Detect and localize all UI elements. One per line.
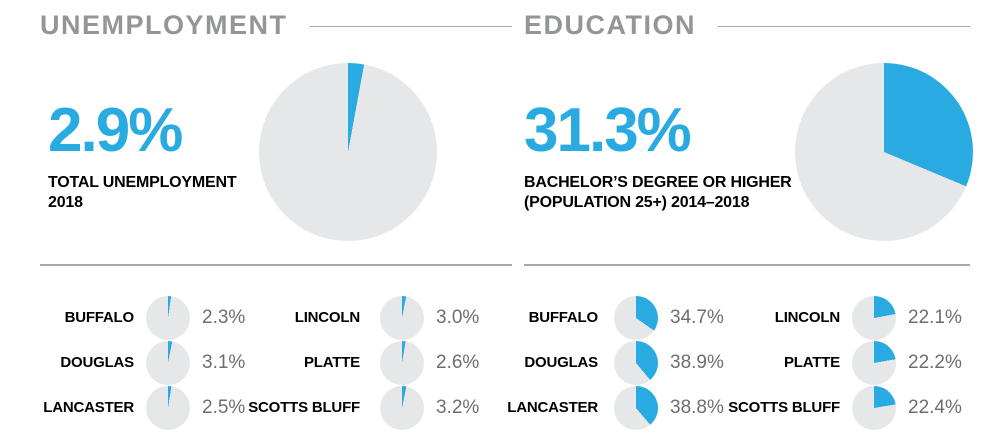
county-mini-pie-chart bbox=[852, 386, 896, 430]
county-mini-pie-chart bbox=[380, 386, 424, 430]
unemployment-main-pie-chart bbox=[259, 63, 437, 241]
county-row-platte: PLATTE 22.2% bbox=[524, 341, 970, 385]
county-row-platte: PLATTE 2.6% bbox=[40, 341, 512, 385]
county-mini-pie-chart bbox=[614, 296, 658, 340]
section-education: EDUCATION 31.3% BACHELOR’S DEGREE OR HIG… bbox=[507, 0, 973, 445]
county-label: LINCOLN bbox=[774, 309, 840, 326]
county-label: SCOTTS BLUFF bbox=[728, 399, 840, 416]
section-title: EDUCATION bbox=[524, 10, 696, 40]
county-label: DOUGLAS bbox=[524, 354, 598, 371]
county-row-buffalo: BUFFALO 34.7% bbox=[524, 296, 970, 340]
county-mini-pie-chart bbox=[614, 341, 658, 385]
county-value: 22.2% bbox=[908, 352, 962, 373]
county-value: 38.9% bbox=[670, 352, 724, 373]
county-value: 3.0% bbox=[436, 307, 480, 328]
section-title: UNEMPLOYMENT bbox=[40, 10, 288, 40]
county-mini-pie-chart bbox=[614, 386, 658, 430]
header-rule bbox=[309, 25, 512, 28]
stat-value: 31.3% bbox=[524, 96, 692, 165]
county-label: SCOTTS BLUFF bbox=[248, 399, 360, 416]
header-rule bbox=[718, 25, 970, 28]
stat-caption-line2: 2018 bbox=[48, 194, 83, 211]
section-divider bbox=[40, 264, 512, 266]
section-unemployment: UNEMPLOYMENT 2.9% TOTAL UNEMPLOYMENT 201… bbox=[40, 0, 512, 445]
county-mini-pie-chart bbox=[852, 296, 896, 340]
county-row-douglas: DOUGLAS 38.9% bbox=[524, 341, 970, 385]
county-value: 2.6% bbox=[436, 352, 480, 373]
county-label: LINCOLN bbox=[294, 309, 360, 326]
county-label: PLATTE bbox=[783, 354, 840, 371]
county-row-scotts-bluff: SCOTTS BLUFF 22.4% bbox=[524, 386, 970, 430]
county-label: BUFFALO bbox=[528, 309, 599, 326]
county-mini-pie-chart bbox=[146, 386, 190, 430]
stat-caption-line1: BACHELOR’S DEGREE OR HIGHER bbox=[524, 174, 792, 191]
stat-caption-line2: (POPULATION 25+) 2014–2018 bbox=[524, 194, 750, 211]
county-mini-pie-chart bbox=[146, 296, 190, 340]
county-mini-pie-chart bbox=[380, 341, 424, 385]
county-label: LANCASTER bbox=[507, 399, 598, 416]
education-main-pie-chart bbox=[795, 63, 973, 241]
county-value: 34.7% bbox=[670, 307, 724, 328]
county-value: 22.4% bbox=[908, 397, 962, 418]
county-row-scotts-bluff: SCOTTS BLUFF 3.2% bbox=[40, 386, 512, 430]
education-stat-block: 31.3% BACHELOR’S DEGREE OR HIGHER (POPUL… bbox=[524, 100, 792, 213]
stat-value: 2.9% bbox=[48, 96, 183, 165]
county-label: PLATTE bbox=[303, 354, 360, 371]
county-value: 2.5% bbox=[202, 397, 246, 418]
county-mini-pie-chart bbox=[852, 341, 896, 385]
stat-caption-line1: TOTAL UNEMPLOYMENT bbox=[48, 174, 237, 191]
county-label: BUFFALO bbox=[64, 309, 135, 326]
county-mini-pie-chart bbox=[380, 296, 424, 340]
county-row-lincoln: LINCOLN 3.0% bbox=[40, 296, 512, 340]
county-value: 22.1% bbox=[908, 307, 962, 328]
county-value: 2.3% bbox=[202, 307, 246, 328]
county-row-douglas: DOUGLAS 3.1% bbox=[40, 341, 512, 385]
county-mini-pie-chart bbox=[146, 341, 190, 385]
county-row-lancaster: LANCASTER 38.8% bbox=[507, 386, 970, 430]
county-row-lancaster: LANCASTER 2.5% bbox=[40, 386, 512, 430]
unemployment-header: UNEMPLOYMENT bbox=[40, 12, 512, 39]
county-value: 3.2% bbox=[436, 397, 480, 418]
county-row-lincoln: LINCOLN 22.1% bbox=[524, 296, 970, 340]
education-header: EDUCATION bbox=[524, 12, 970, 39]
county-value: 3.1% bbox=[202, 352, 246, 373]
unemployment-stat-block: 2.9% TOTAL UNEMPLOYMENT 2018 bbox=[48, 96, 237, 213]
county-value: 38.8% bbox=[670, 397, 724, 418]
section-divider bbox=[524, 264, 970, 266]
county-label: LANCASTER bbox=[43, 399, 134, 416]
county-row-buffalo: BUFFALO 2.3% bbox=[40, 296, 512, 340]
county-label: DOUGLAS bbox=[60, 354, 134, 371]
